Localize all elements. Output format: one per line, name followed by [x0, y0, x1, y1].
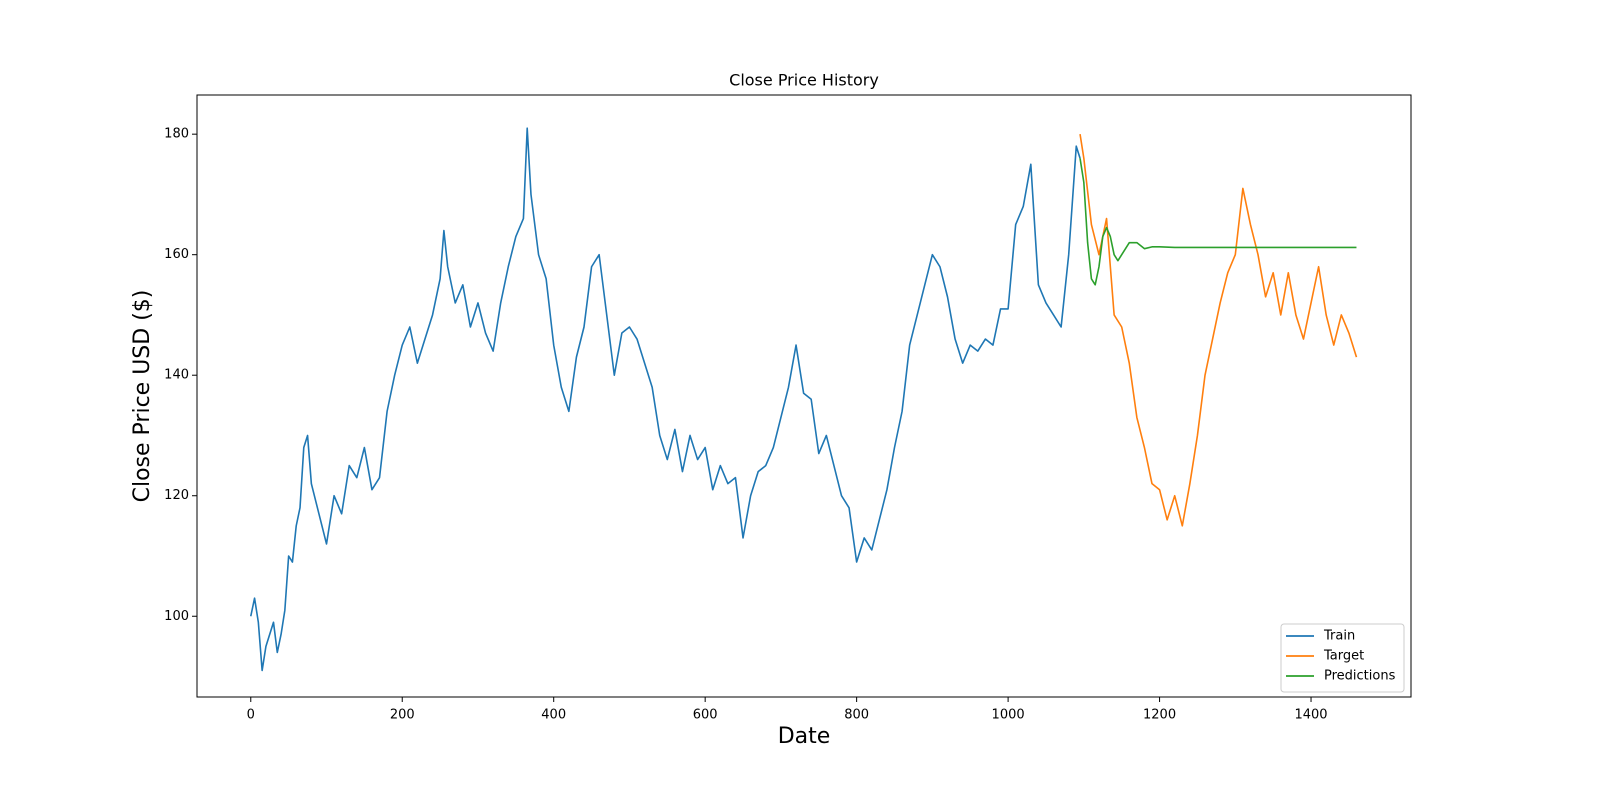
x-tick-label: 800 [844, 708, 869, 723]
axes-frame [196, 94, 1412, 698]
legend-box [1280, 623, 1405, 693]
y-tick-label: 140 [164, 368, 189, 383]
legend-label: Train [1323, 629, 1355, 644]
x-tick-label: 1000 [992, 708, 1025, 723]
chart-title: Close Price History [729, 71, 879, 90]
x-tick-label: 0 [247, 708, 255, 723]
series-line [1079, 134, 1358, 527]
x-tick-label: 600 [693, 708, 718, 723]
legend-label: Predictions [1324, 669, 1396, 684]
x-tick-label: 200 [390, 708, 415, 723]
y-axis-label: Close Price USD ($) [130, 290, 155, 503]
y-tick-label: 120 [164, 488, 189, 503]
x-axis-label: Date [778, 724, 831, 749]
legend-label: Target [1323, 649, 1364, 664]
x-tick-label: 1200 [1143, 708, 1176, 723]
y-tick-label: 100 [164, 609, 189, 624]
y-tick-label: 180 [164, 127, 189, 142]
y-tick-label: 160 [164, 247, 189, 262]
series-line [1079, 158, 1357, 286]
plot-area [249, 127, 1358, 672]
series-line [249, 127, 1081, 672]
x-tick-label: 1400 [1294, 708, 1327, 723]
x-tick-label: 400 [541, 708, 566, 723]
